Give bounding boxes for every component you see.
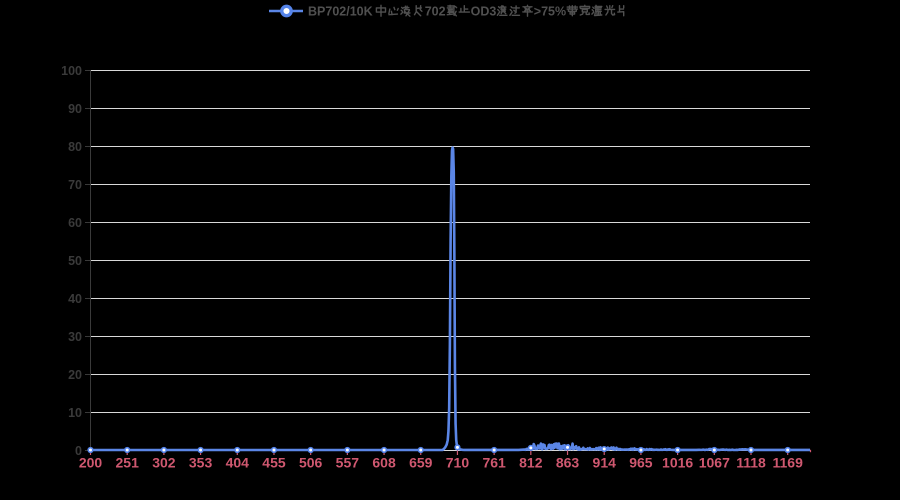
svg-text:914: 914 xyxy=(593,455,617,471)
svg-text:70: 70 xyxy=(68,178,82,192)
svg-text:50: 50 xyxy=(68,254,82,268)
svg-text:20: 20 xyxy=(68,368,82,382)
svg-text:812: 812 xyxy=(519,455,543,471)
svg-text:557: 557 xyxy=(336,455,360,471)
svg-text:1169: 1169 xyxy=(773,455,804,471)
svg-text:10: 10 xyxy=(68,406,82,420)
svg-text:100: 100 xyxy=(61,64,82,78)
svg-text:0: 0 xyxy=(75,444,82,458)
svg-text:702: 702 xyxy=(425,4,446,18)
svg-text:404: 404 xyxy=(226,455,250,471)
svg-text:60: 60 xyxy=(68,216,82,230)
svg-text:353: 353 xyxy=(189,455,213,471)
svg-text:90: 90 xyxy=(68,102,82,116)
svg-text:251: 251 xyxy=(116,455,140,471)
svg-text:200: 200 xyxy=(79,455,103,471)
svg-text:506: 506 xyxy=(299,455,323,471)
svg-text:302: 302 xyxy=(152,455,176,471)
svg-text:BP702/10K: BP702/10K xyxy=(308,4,373,18)
svg-text:608: 608 xyxy=(372,455,396,471)
svg-text:1118: 1118 xyxy=(736,455,766,471)
svg-text:OD3: OD3 xyxy=(471,4,497,18)
svg-text:80: 80 xyxy=(68,140,82,154)
svg-text:455: 455 xyxy=(262,455,286,471)
svg-text:710: 710 xyxy=(446,455,470,471)
svg-text:1016: 1016 xyxy=(662,455,693,471)
svg-text:1067: 1067 xyxy=(699,455,730,471)
svg-text:863: 863 xyxy=(556,455,580,471)
svg-text:>75%: >75% xyxy=(534,4,566,18)
svg-text:30: 30 xyxy=(68,330,82,344)
svg-text:659: 659 xyxy=(409,455,433,471)
svg-text:761: 761 xyxy=(482,455,506,471)
svg-text:965: 965 xyxy=(629,455,653,471)
svg-text:40: 40 xyxy=(68,292,82,306)
